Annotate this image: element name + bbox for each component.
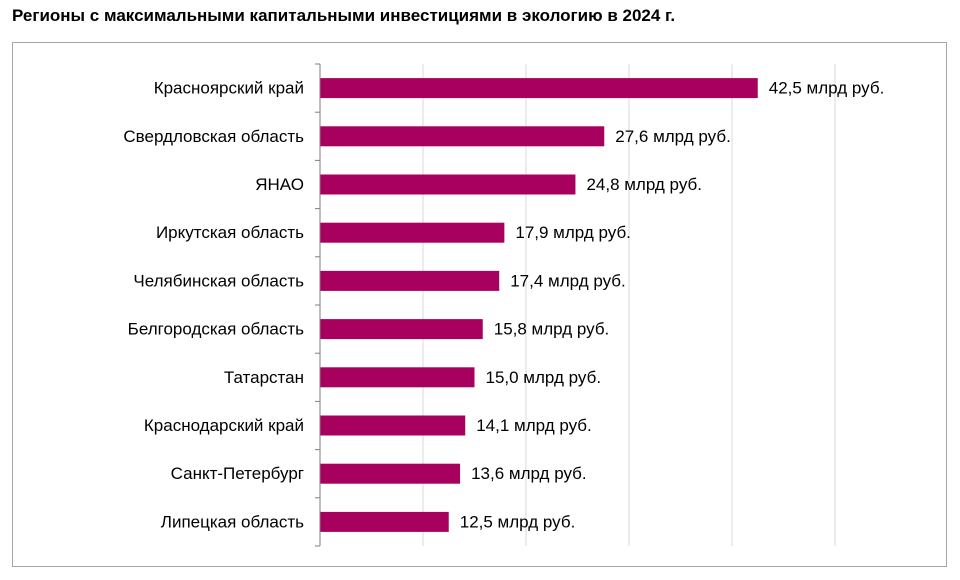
bar	[320, 270, 500, 291]
data-label: 27,6 млрд руб.	[615, 127, 731, 146]
data-label: 17,9 млрд руб.	[515, 223, 631, 242]
value-labels: 42,5 млрд руб. 27,6 млрд руб. 24,8 млрд ру…	[460, 79, 885, 532]
category-label: ЯНАО	[255, 175, 304, 194]
data-label: 42,5 млрд руб.	[769, 79, 885, 98]
category-label: Краснодарский край	[144, 416, 304, 435]
chart-frame	[12, 42, 947, 567]
category-labels: Красноярский край Свердловская область ЯНА…	[123, 79, 304, 532]
bar	[320, 511, 449, 532]
category-axis	[315, 63, 321, 547]
data-label: 14,1 млрд руб.	[476, 416, 592, 435]
category-label: Свердловская область	[123, 127, 304, 146]
chart-title: Регионы с максимальными капитальными инв…	[12, 6, 676, 25]
data-label: 12,5 млрд руб.	[460, 512, 576, 531]
category-label: Иркутская область	[156, 223, 304, 242]
bar	[320, 174, 576, 195]
bar	[320, 222, 505, 243]
bars	[320, 78, 758, 532]
bar	[320, 78, 758, 99]
data-label: 24,8 млрд руб.	[586, 175, 702, 194]
bar	[320, 463, 461, 484]
data-label: 13,6 млрд руб.	[471, 464, 587, 483]
category-label: Челябинская область	[133, 271, 304, 290]
category-label: Липецкая область	[161, 512, 304, 531]
bar	[320, 367, 475, 388]
data-label: 15,8 млрд руб.	[494, 320, 610, 339]
bar	[320, 319, 483, 340]
category-label: Татарстан	[224, 368, 304, 387]
data-label: 17,4 млрд руб.	[510, 271, 626, 290]
category-label: Красноярский край	[154, 79, 304, 98]
category-label: Санкт-Петербург	[171, 464, 304, 483]
bar	[320, 126, 605, 147]
category-label: Белгородская область	[128, 320, 304, 339]
data-label: 15,0 млрд руб.	[486, 368, 602, 387]
bar	[320, 415, 466, 436]
